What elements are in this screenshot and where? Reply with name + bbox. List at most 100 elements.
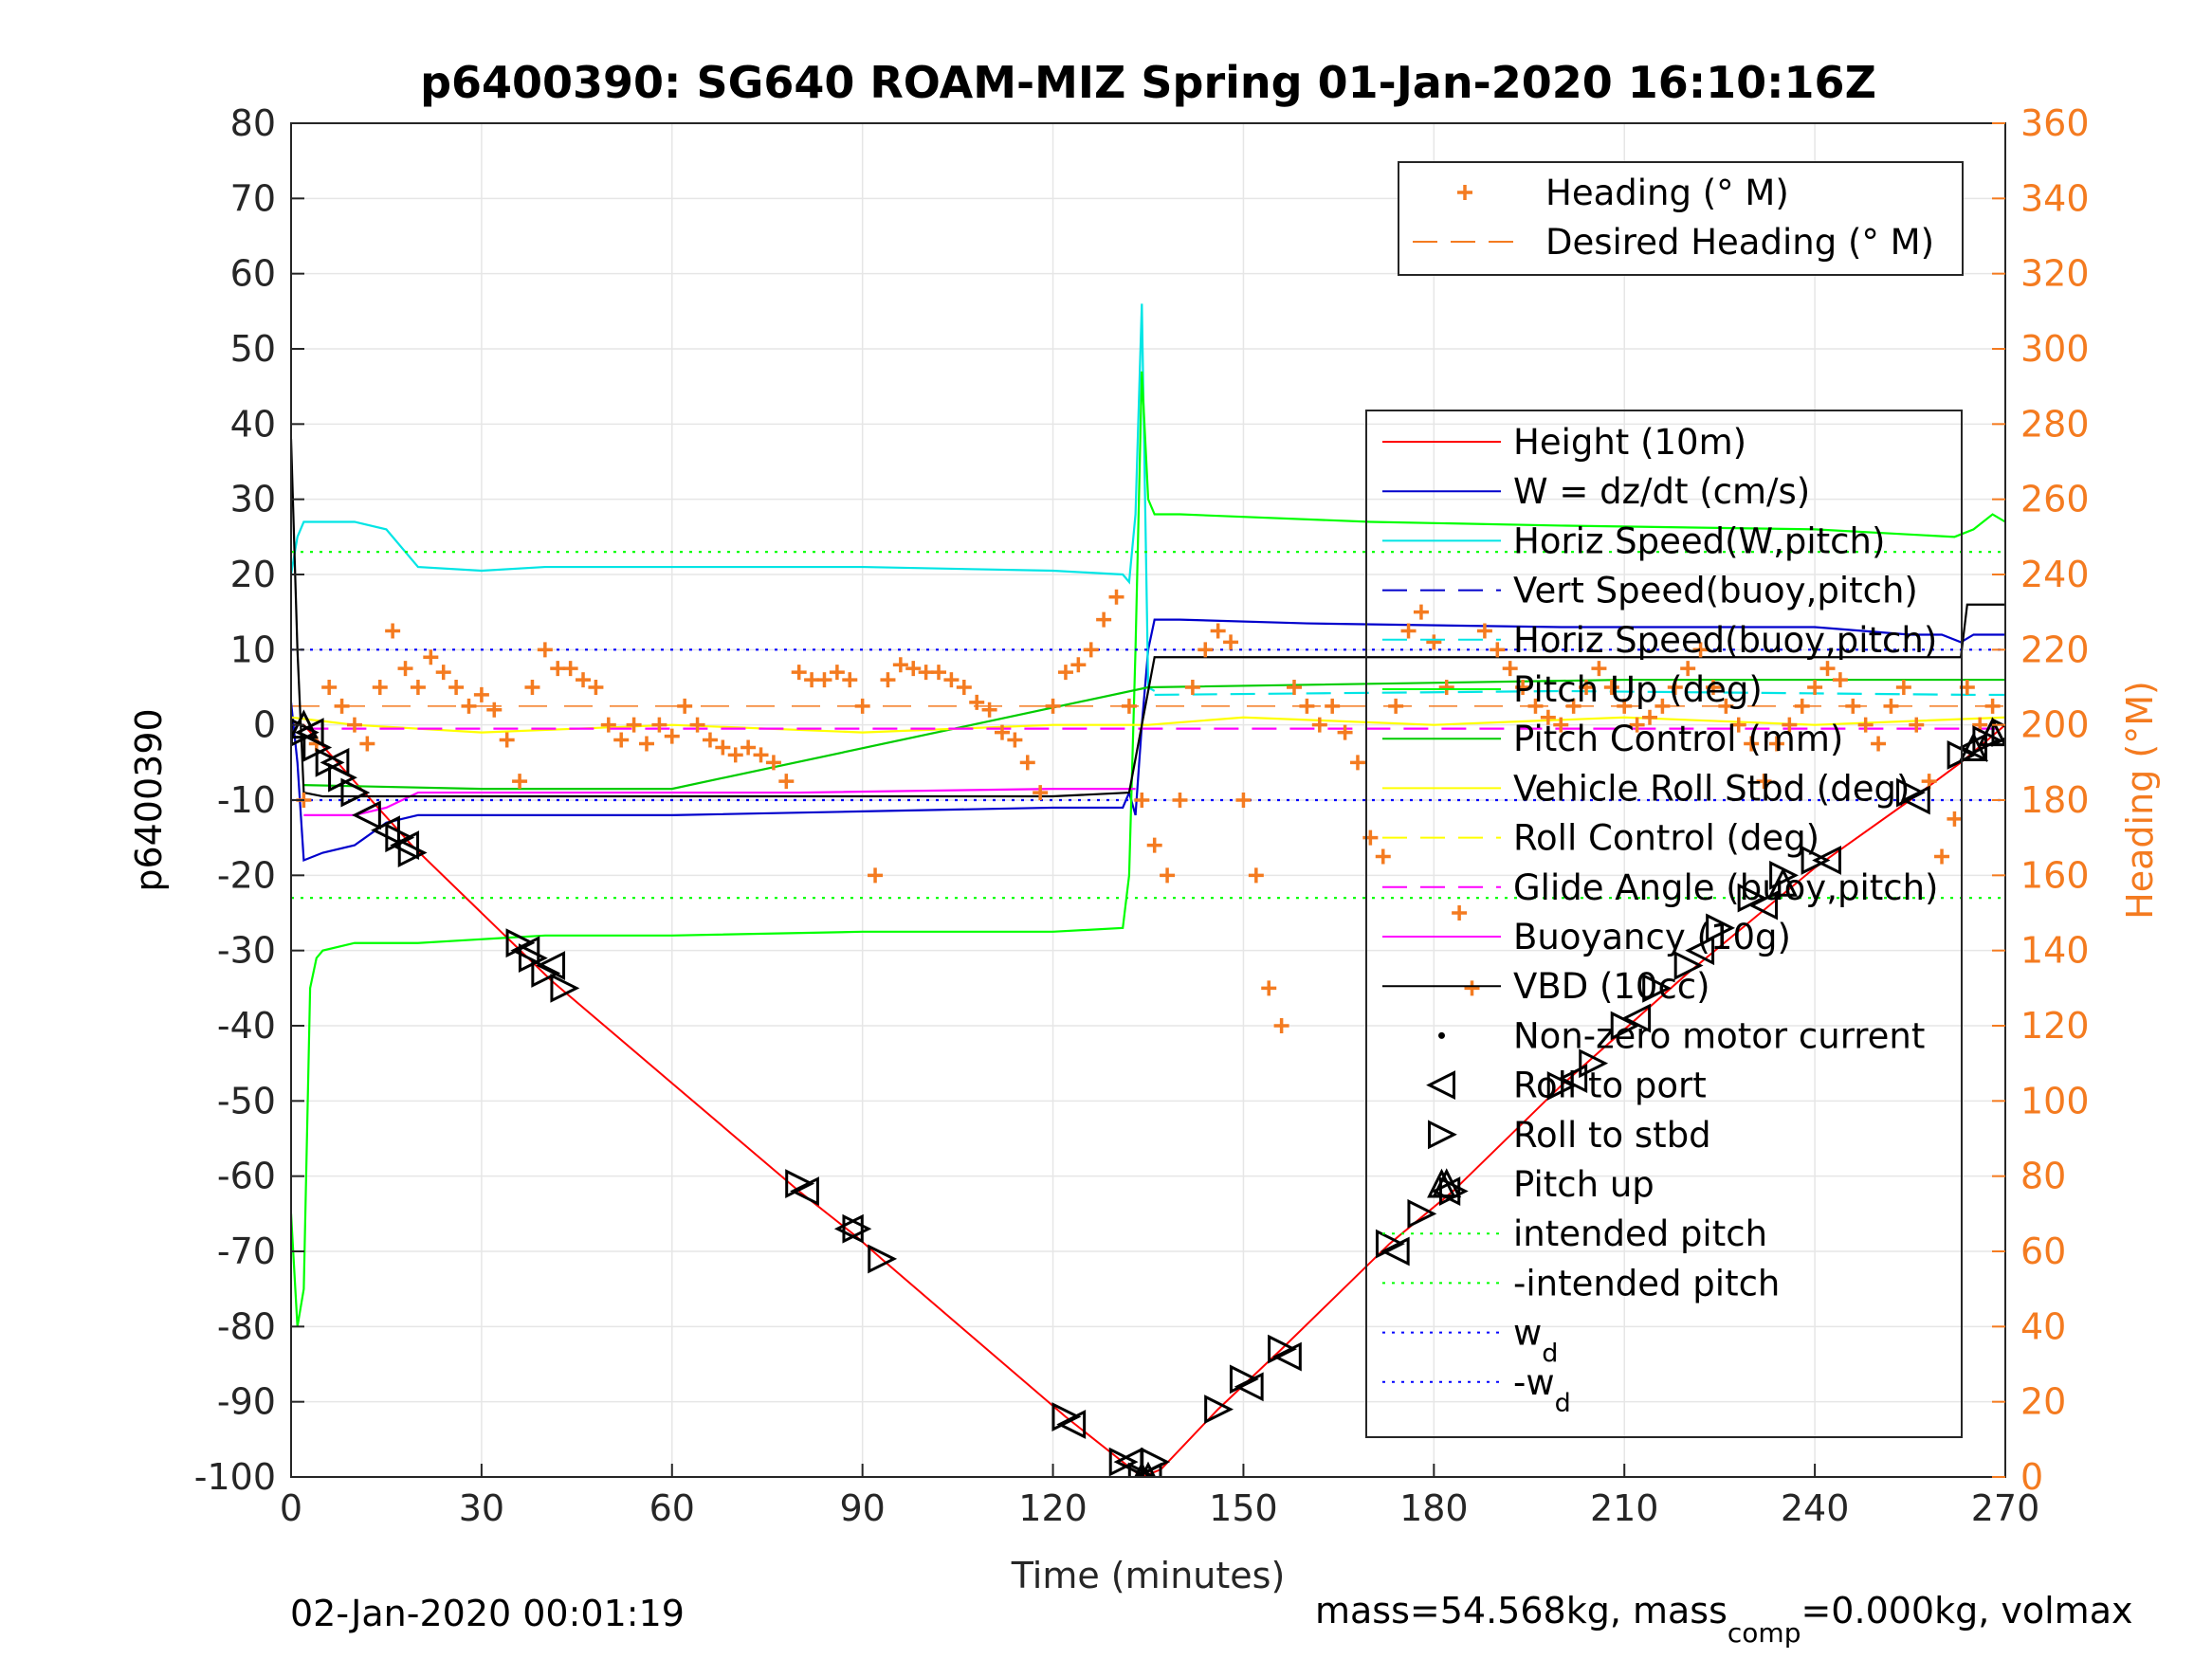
- heading-point: [1070, 657, 1087, 673]
- legend-label: Vehicle Roll Stbd (deg): [1513, 768, 1910, 809]
- heading-point: [524, 680, 540, 695]
- y-tick-label: 50: [230, 328, 276, 370]
- heading-point: [1223, 634, 1239, 650]
- heading-point: [1617, 698, 1633, 714]
- right-y-tick-label: 120: [2020, 1005, 2090, 1047]
- marker-roll-to-stbd: [340, 777, 371, 808]
- heading-point: [1603, 680, 1619, 695]
- heading-point: [791, 665, 807, 681]
- heading-point: [1096, 611, 1112, 628]
- heading-point: [1579, 680, 1595, 695]
- y-axis-label: p6400390: [128, 708, 170, 891]
- legend-label: Pitch Up (deg): [1513, 669, 1763, 710]
- marker-roll-to-stbd: [550, 973, 580, 1003]
- right-y-tick-label: 100: [2020, 1080, 2090, 1121]
- heading-point: [372, 680, 388, 695]
- heading-point: [868, 867, 884, 884]
- heading-point: [1845, 698, 1861, 714]
- y-tick-label: 10: [230, 629, 276, 670]
- right-y-tick-label: 0: [2020, 1456, 2043, 1498]
- heading-point: [1184, 680, 1200, 695]
- legend-symbol: [1427, 1168, 1456, 1198]
- marker-roll-to-port: [1271, 1341, 1302, 1372]
- heading-point: [512, 774, 528, 790]
- heading-point: [1515, 680, 1531, 695]
- heading-point: [1527, 698, 1544, 714]
- legend-label: Horiz Speed(buoy,pitch): [1513, 620, 1937, 661]
- right-y-axis-ticks: 0 20 40 60 80 100 120 140 160 180 200 220 240 260 280 3…: [1992, 102, 2090, 1498]
- legend-label: -wd: [1513, 1362, 1571, 1418]
- right-y-tick-label: 340: [2020, 177, 2090, 219]
- heading-point: [1311, 717, 1327, 733]
- legend-item-vert-speed-buoy-pitch: Vert Speed(buoy,pitch): [1382, 571, 1918, 611]
- legend-item-glide-angle-buoy-pitch: Glide Angle (buoy,pitch): [1382, 867, 1938, 908]
- motor-markers: [291, 709, 2005, 1477]
- heading-point: [1819, 661, 1836, 677]
- marker-roll-to-stbd: [1896, 777, 1926, 808]
- heading-point: [842, 672, 858, 688]
- legend-label: -intended pitch: [1513, 1263, 1780, 1304]
- y-tick-label: -10: [217, 779, 276, 821]
- heading-point: [1337, 724, 1353, 740]
- heading-point: [410, 680, 426, 695]
- marker-roll-to-port: [536, 951, 566, 980]
- chart-title: p6400390: SG640 ROAM-MIZ Spring 01-Jan-2…: [420, 57, 1876, 108]
- heading-point: [1146, 837, 1162, 853]
- heading-point: [1287, 680, 1303, 695]
- heading-point: [1045, 698, 1061, 714]
- y-tick-label: -60: [217, 1156, 276, 1197]
- right-y-tick-label: 200: [2020, 704, 2090, 746]
- marker-roll-to-port: [320, 747, 350, 777]
- y-tick-label: -40: [217, 1005, 276, 1047]
- marker-roll-to-port: [352, 800, 381, 830]
- marker-roll-to-port: [1621, 1003, 1652, 1033]
- x-tick-label: 180: [1399, 1487, 1469, 1529]
- right-y-tick-label: 80: [2020, 1156, 2066, 1197]
- marker-roll-to-stbd: [1051, 1402, 1082, 1431]
- right-y-tick-label: 240: [2020, 554, 2090, 595]
- legend-label: Horiz Speed(W,pitch): [1513, 520, 1885, 561]
- legend-symbol: [1428, 1120, 1457, 1150]
- legend-item-wd: -wd: [1382, 1362, 1571, 1418]
- x-axis-label: Time (minutes): [1011, 1555, 1286, 1596]
- marker-roll-to-port: [1958, 733, 1988, 762]
- legend-label: Height (10m): [1513, 422, 1746, 463]
- heading-point: [1502, 661, 1518, 677]
- legend-item-height-10m: Height (10m): [1382, 422, 1746, 463]
- heading-point: [1984, 698, 2001, 714]
- heading-point: [359, 736, 375, 752]
- heading-point: [346, 717, 362, 733]
- marker-roll-to-stbd: [1991, 718, 2005, 748]
- y-tick-label: -100: [194, 1456, 276, 1498]
- heading-point: [1667, 680, 1683, 695]
- heading-point: [1654, 698, 1671, 714]
- heading-point: [461, 698, 477, 714]
- heading-point: [804, 672, 820, 688]
- series-horiz-speed-buoy-pitch: [1154, 689, 2005, 697]
- heading-point: [1273, 1018, 1289, 1033]
- heading-point: [905, 661, 922, 677]
- legend-item-roll-control-deg: Roll Control (deg): [1382, 818, 1819, 859]
- heading-point: [892, 657, 908, 673]
- right-y-tick-label: 320: [2020, 253, 2090, 295]
- legend-item-heading-m: Heading (° M): [1457, 173, 1789, 213]
- heading-point: [1642, 709, 1658, 725]
- legend-item-roll-to-stbd: Roll to stbd: [1428, 1115, 1711, 1156]
- heading-point: [1768, 736, 1784, 752]
- heading-point: [1007, 732, 1023, 748]
- heading-point: [1108, 589, 1124, 605]
- x-tick-label: 240: [1781, 1487, 1850, 1529]
- marker-roll-to-port: [1234, 1372, 1264, 1402]
- heading-point: [1413, 604, 1429, 620]
- heading-point: [1680, 661, 1696, 677]
- x-tick-label: 270: [1971, 1487, 2040, 1529]
- series-pitch-up-deg: [291, 371, 2005, 1327]
- marker-roll-to-stbd: [531, 958, 561, 988]
- heading-point: [1160, 867, 1176, 884]
- right-y-tick-label: 300: [2020, 328, 2090, 370]
- heading-point: [715, 739, 731, 756]
- heading-point: [880, 672, 896, 688]
- heading-point: [1261, 980, 1277, 996]
- marker-roll-to-port: [790, 1176, 819, 1206]
- heading-point: [537, 642, 553, 658]
